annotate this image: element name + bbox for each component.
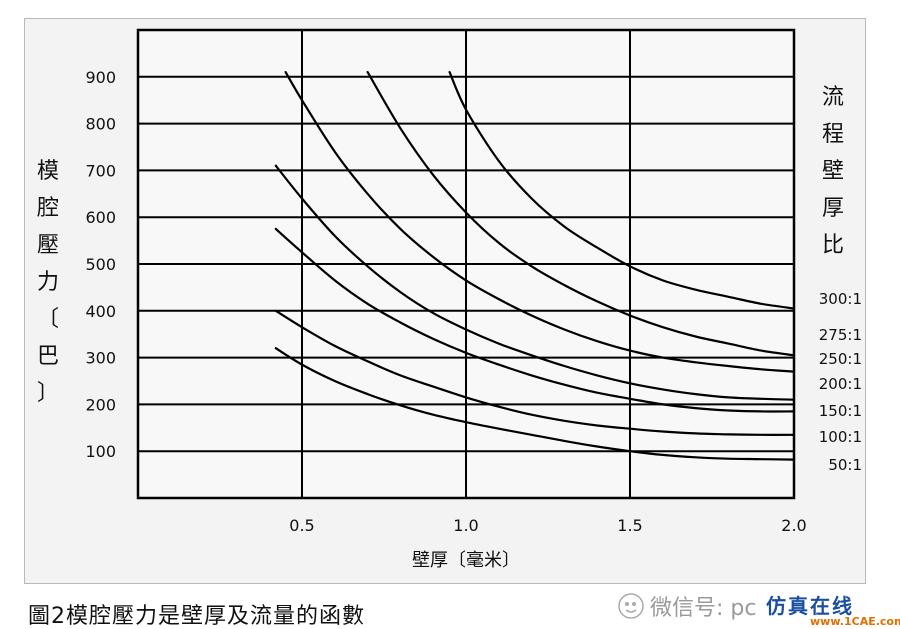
y-tick-label: 100 [85, 442, 116, 461]
site-logo[interactable]: 仿真在线 www.1CAE.com [760, 588, 900, 629]
y-tick-label: 700 [85, 161, 116, 180]
series-label: 50:1 [828, 456, 862, 474]
series-label: 200:1 [819, 375, 862, 393]
y-tick-label: 500 [85, 255, 116, 274]
y-tick-label: 200 [85, 395, 116, 414]
series-label: 250:1 [819, 350, 862, 368]
y-tick-label: 400 [85, 302, 116, 321]
y-tick-label: 600 [85, 208, 116, 227]
y-axis-label-char: 〔 [37, 307, 59, 332]
legend-title-char: 流 [822, 85, 844, 110]
y-tick-label: 300 [85, 349, 116, 368]
legend-title-char: 程 [822, 122, 844, 147]
series-line [284, 71, 796, 373]
legend-title-char: 厚 [822, 196, 844, 221]
series-line [274, 227, 796, 413]
figure-caption: 圖2模腔壓力是壁厚及流量的函數 [28, 604, 365, 629]
series-label: 275:1 [819, 326, 862, 344]
y-axis-label-char: 力 [37, 270, 59, 295]
series-label: 300:1 [819, 290, 862, 308]
series-line [274, 347, 796, 461]
y-axis-label-char: 巴 [37, 344, 59, 369]
plot-border [136, 28, 796, 500]
y-axis-label-char: 〕 [37, 381, 59, 406]
wechat-icon [618, 593, 644, 619]
series-label: 100:1 [819, 428, 862, 446]
legend-title-char: 壁 [822, 159, 844, 184]
series-line [274, 164, 796, 401]
series-line [448, 71, 796, 310]
y-tick-label: 900 [85, 68, 116, 87]
x-tick-label: 0.5 [289, 516, 314, 535]
wechat-watermark: 微信号: pc [618, 588, 756, 624]
wechat-id-text: 微信号: pc [650, 596, 757, 621]
legend-title-char: 比 [822, 233, 844, 258]
series-label: 150:1 [819, 402, 862, 420]
x-tick-label: 1.5 [617, 516, 642, 535]
site-logo-title: 仿真在线 [766, 594, 854, 618]
y-axis-label-char: 模 [37, 159, 59, 184]
y-axis-label-char: 腔 [37, 196, 59, 221]
x-axis-label: 壁厚〔毫米〕 [412, 550, 520, 571]
y-tick-label: 800 [85, 115, 116, 134]
series-line [366, 71, 796, 357]
y-axis-label-char: 壓 [37, 233, 59, 258]
x-tick-label: 1.0 [453, 516, 478, 535]
series-line [274, 309, 796, 436]
site-logo-url: www.1CAE.com [810, 615, 900, 628]
x-tick-label: 2.0 [781, 516, 806, 535]
